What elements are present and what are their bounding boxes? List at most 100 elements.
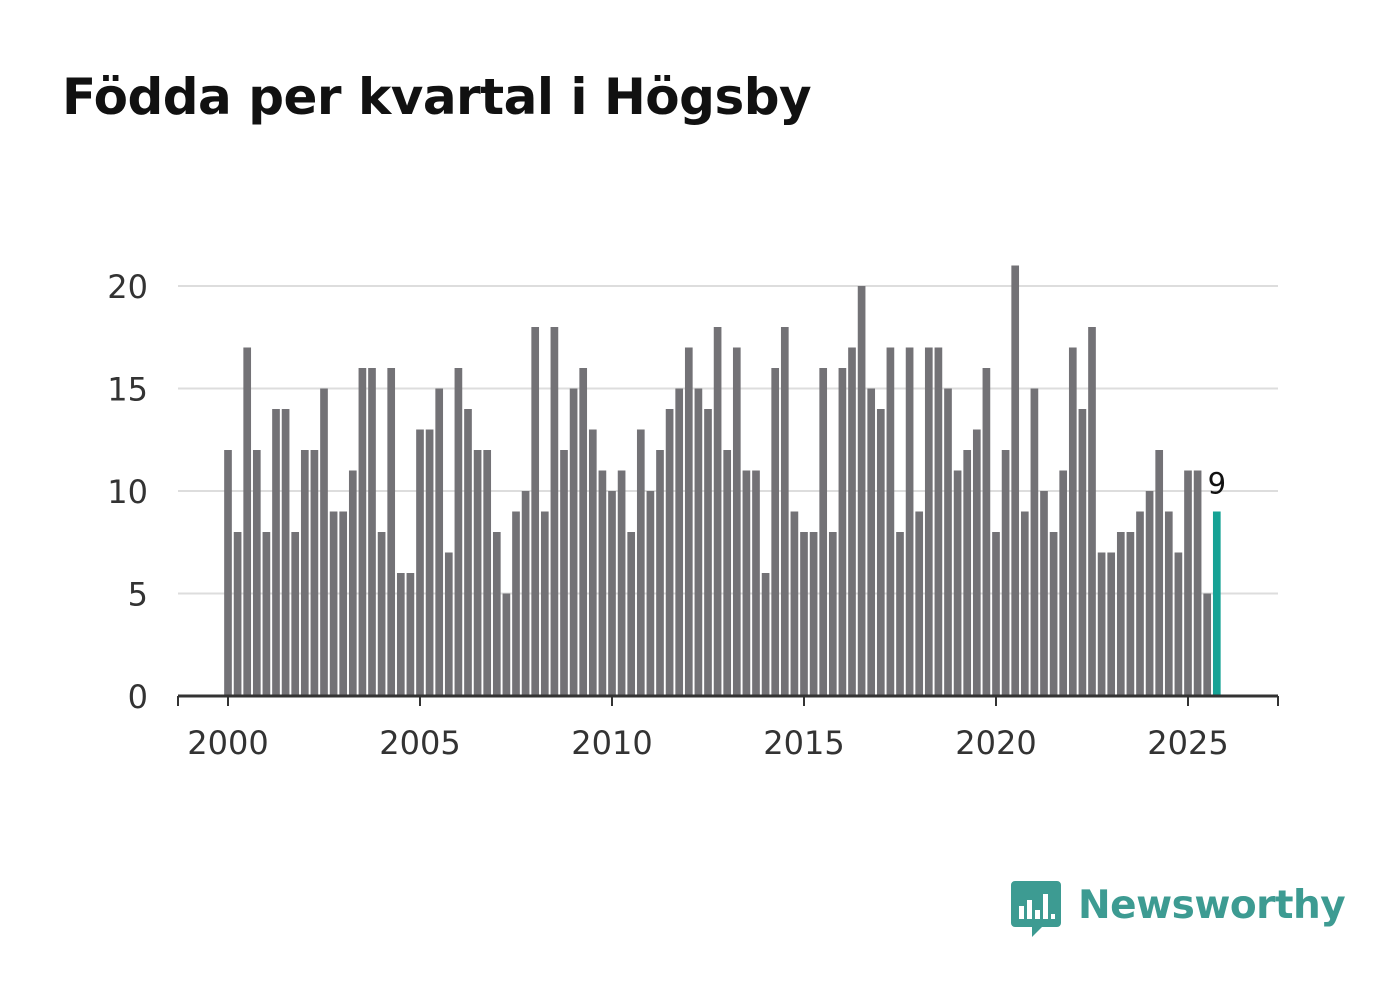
bar — [454, 368, 463, 696]
bar — [809, 532, 818, 696]
bar — [291, 532, 300, 696]
bar — [848, 347, 856, 696]
bar — [1068, 347, 1077, 696]
bar — [473, 450, 482, 696]
bar — [531, 327, 540, 696]
bar — [857, 286, 866, 696]
bar — [406, 573, 415, 696]
bar — [963, 450, 972, 696]
bar — [982, 368, 991, 696]
y-tick-label-0: 0 — [128, 678, 148, 716]
bar — [396, 573, 405, 696]
bar — [790, 511, 799, 696]
bars — [224, 265, 1221, 696]
bar — [598, 470, 607, 696]
last-value-label: 9 — [1208, 467, 1226, 501]
bar — [1040, 491, 1048, 696]
chart-title: Födda per kvartal i Högsby — [62, 68, 812, 126]
bar — [838, 368, 847, 696]
bar — [368, 368, 376, 696]
bar — [435, 388, 444, 696]
bar — [1020, 511, 1029, 696]
bar — [588, 429, 597, 696]
bar — [1145, 491, 1154, 696]
bar — [915, 511, 924, 696]
bar — [262, 532, 271, 696]
bar — [358, 368, 367, 696]
bar — [512, 511, 520, 696]
bar — [646, 491, 655, 696]
y-tick-label-5: 5 — [128, 576, 148, 614]
bar — [377, 532, 386, 696]
bar — [464, 409, 472, 696]
bar — [502, 593, 511, 696]
bar — [387, 368, 396, 696]
bar — [723, 450, 732, 696]
bar — [252, 450, 261, 696]
bar — [905, 347, 914, 696]
bar — [1193, 470, 1202, 696]
bar — [272, 409, 280, 696]
newsworthy-logo: Newsworthy — [1010, 878, 1346, 940]
bar — [704, 409, 712, 696]
bar — [310, 450, 319, 696]
bar — [867, 388, 876, 696]
bar — [1078, 409, 1087, 696]
axes — [177, 694, 1279, 706]
bar — [1059, 470, 1068, 696]
newsworthy-chart-bubble-icon — [1011, 881, 1061, 937]
bar — [1049, 532, 1058, 696]
bar — [348, 470, 357, 696]
bar — [694, 388, 703, 696]
bar — [684, 347, 693, 696]
bar — [1097, 552, 1106, 696]
bar — [339, 511, 348, 696]
bar — [876, 409, 885, 696]
x-tick-label-2015: 2015 — [763, 724, 844, 762]
bar — [1030, 388, 1039, 696]
y-tick-label-15: 15 — [107, 371, 148, 409]
bar — [819, 368, 828, 696]
bar — [617, 470, 626, 696]
bar-highlighted — [1212, 511, 1221, 696]
bar — [579, 368, 588, 696]
bar — [944, 388, 952, 696]
x-tick-label-2010: 2010 — [571, 724, 652, 762]
x-tick-label-2005: 2005 — [379, 724, 460, 762]
bar — [492, 532, 501, 696]
bar — [243, 347, 252, 696]
bar — [425, 429, 434, 696]
bar — [1174, 552, 1183, 696]
bar — [972, 429, 981, 696]
bar — [771, 368, 780, 696]
bar — [1107, 552, 1116, 696]
x-tick-label-2020: 2020 — [955, 724, 1036, 762]
bar — [828, 532, 837, 696]
y-tick-label-10: 10 — [107, 473, 148, 511]
bar — [896, 532, 904, 696]
bar — [1126, 532, 1135, 696]
bar — [1136, 511, 1144, 696]
bar — [780, 327, 789, 696]
bar — [1001, 450, 1010, 696]
bar — [934, 347, 943, 696]
bar — [992, 532, 1000, 696]
bar — [329, 511, 338, 696]
bar — [416, 429, 424, 696]
bar — [444, 552, 453, 696]
bar — [550, 327, 559, 696]
bar — [233, 532, 242, 696]
bar — [1155, 450, 1164, 696]
bar — [1011, 265, 1020, 696]
brand-name: Newsworthy — [1078, 882, 1346, 928]
bar — [800, 532, 808, 696]
bar — [675, 388, 684, 696]
bar — [569, 388, 578, 696]
bar — [665, 409, 674, 696]
bar — [924, 347, 933, 696]
bar — [224, 450, 232, 696]
bar — [742, 470, 751, 696]
bar — [608, 491, 616, 696]
bar — [636, 429, 645, 696]
